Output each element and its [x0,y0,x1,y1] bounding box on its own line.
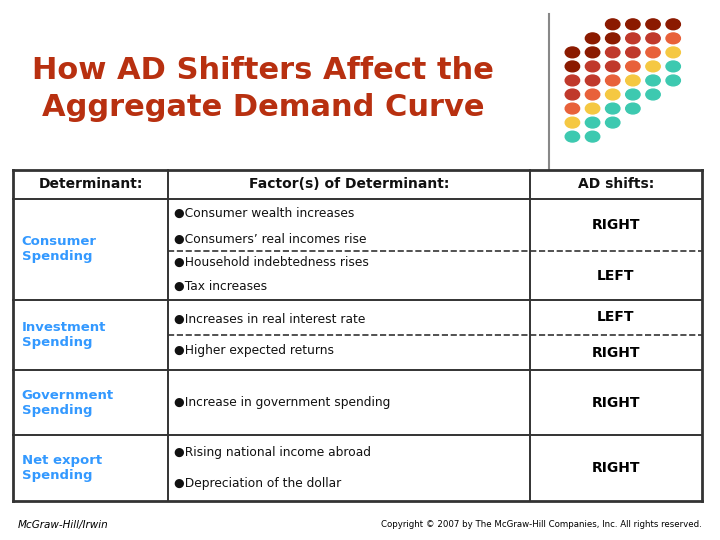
Text: ●Increase in government spending: ●Increase in government spending [174,396,390,409]
Text: AD shifts:: AD shifts: [577,178,654,192]
Text: Government
Spending: Government Spending [22,389,114,417]
Text: Aggregate Demand Curve: Aggregate Demand Curve [42,93,484,123]
Text: Factor(s) of Determinant:: Factor(s) of Determinant: [248,178,449,192]
Text: RIGHT: RIGHT [592,218,640,232]
Text: McGraw-Hill/Irwin: McGraw-Hill/Irwin [18,520,109,530]
Text: ●Consumer wealth increases: ●Consumer wealth increases [174,207,354,220]
Text: Consumer
Spending: Consumer Spending [22,235,96,264]
Text: ●Higher expected returns: ●Higher expected returns [174,345,334,357]
Text: LEFT: LEFT [597,310,634,325]
Text: ●Rising national income abroad: ●Rising national income abroad [174,447,371,460]
Text: Determinant:: Determinant: [38,178,143,192]
Text: ●Depreciation of the dollar: ●Depreciation of the dollar [174,477,341,490]
Text: ●Tax increases: ●Tax increases [174,280,267,293]
Text: RIGHT: RIGHT [592,396,640,410]
Text: Investment
Spending: Investment Spending [22,321,106,349]
Text: Copyright © 2007 by The McGraw-Hill Companies, Inc. All rights reserved.: Copyright © 2007 by The McGraw-Hill Comp… [382,521,702,529]
Text: ●Increases in real interest rate: ●Increases in real interest rate [174,313,365,326]
Text: LEFT: LEFT [597,268,634,282]
Text: ●Consumers’ real incomes rise: ●Consumers’ real incomes rise [174,233,366,246]
Text: RIGHT: RIGHT [592,461,640,475]
Text: RIGHT: RIGHT [592,346,640,360]
Text: How AD Shifters Affect the: How AD Shifters Affect the [32,56,494,85]
Text: Net export
Spending: Net export Spending [22,454,102,482]
Text: ●Household indebtedness rises: ●Household indebtedness rises [174,256,369,269]
